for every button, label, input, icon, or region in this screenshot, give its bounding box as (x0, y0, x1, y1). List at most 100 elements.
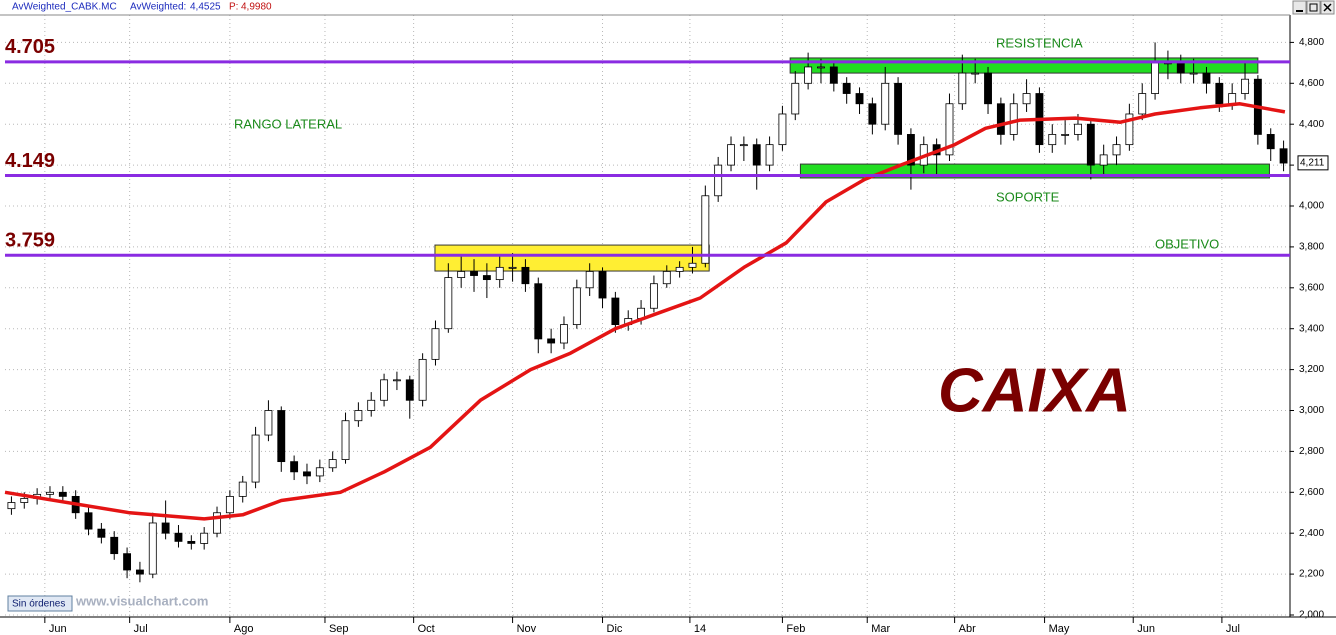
candle-body (444, 277, 453, 330)
candle-body (225, 495, 234, 514)
zone (434, 244, 710, 272)
candle-body (1202, 72, 1211, 84)
candle-body (7, 502, 16, 510)
close-icon (1323, 3, 1332, 12)
candle-body (752, 144, 761, 166)
candle-body (547, 338, 556, 344)
candle-body (1176, 62, 1185, 74)
candle-body (1228, 93, 1237, 105)
candle-body (470, 271, 478, 276)
candle-body (649, 283, 658, 309)
candle-body (264, 410, 273, 436)
indicator-value: 4,4525 (190, 2, 221, 13)
candle-body (560, 324, 568, 344)
x-tick-label: Mar (871, 623, 890, 635)
x-tick-label: Dic (607, 623, 623, 635)
candle-body (1099, 154, 1108, 166)
candle-body (495, 266, 504, 281)
candle-body (418, 358, 427, 401)
restore-icon (1309, 3, 1318, 12)
header-title: AvWeighted_CABK.MC (12, 2, 117, 13)
candle-body (1009, 103, 1018, 135)
level-label: 4.705 (5, 36, 55, 58)
candle-body (341, 420, 350, 460)
candle-body (984, 72, 992, 105)
candle-body (20, 498, 29, 503)
candle-body (572, 287, 581, 326)
x-tick-label: Jun (1137, 623, 1155, 635)
candle-body (392, 379, 401, 382)
candle-body (971, 72, 980, 75)
x-tick-label: Feb (786, 623, 805, 635)
candle-body (958, 72, 967, 105)
last-price-box (1297, 155, 1329, 171)
candle-body (328, 459, 337, 469)
p-value: 4,9980 (241, 2, 272, 13)
y-tick-label: 4,400 (1299, 119, 1324, 130)
y-tick-label: 2,600 (1299, 487, 1324, 498)
y-tick-label: 3,400 (1299, 323, 1324, 334)
p-label: P: (229, 2, 238, 13)
restore-button[interactable] (1306, 0, 1321, 15)
x-tick-label: Nov (517, 623, 537, 635)
candle-body (1061, 134, 1070, 136)
candle-body (739, 144, 748, 147)
candle-body (213, 512, 221, 534)
y-tick-label: 4,600 (1299, 78, 1324, 89)
annotation: SOPORTE (996, 189, 1060, 204)
candle-body (701, 195, 710, 264)
candle-body (906, 134, 915, 166)
last-price-label: 4,211 (1300, 157, 1325, 168)
y-tick-label: 2,800 (1299, 446, 1324, 457)
candle-body (380, 379, 389, 401)
candle-body (303, 471, 311, 477)
candle-body (1022, 93, 1031, 105)
window-controls (1292, 0, 1335, 15)
y-tick-label: 3,200 (1299, 364, 1324, 375)
candle-body (1151, 62, 1160, 94)
candle-body (161, 522, 170, 534)
candle-body (367, 399, 376, 411)
candle-body (123, 553, 132, 571)
candle-body (58, 491, 67, 497)
candle-body (598, 271, 607, 299)
candle-body (675, 266, 684, 272)
minimize-button[interactable] (1292, 0, 1307, 15)
candle-body (1048, 134, 1057, 146)
candle-body (135, 569, 144, 575)
candle-body (84, 512, 93, 530)
watermark-title: CAIXA (938, 356, 1131, 425)
candle-body (97, 528, 106, 538)
candle-body (521, 266, 530, 285)
candle-body (1189, 72, 1198, 75)
annotation: RANGO LATERAL (234, 116, 342, 131)
candle-body (315, 467, 324, 477)
candle-body (662, 271, 671, 285)
candle-body (482, 275, 491, 281)
candle-body (585, 271, 594, 289)
candle-body (251, 434, 260, 483)
candle-body (727, 144, 735, 166)
status: Sin órdenes (12, 599, 65, 610)
candle-body (508, 266, 517, 269)
candle-body (778, 113, 787, 146)
site-watermark: www.visualchart.com (75, 593, 208, 608)
candle-body (174, 532, 183, 542)
annotation: OBJETIVO (1155, 236, 1219, 251)
candle-body (238, 481, 247, 497)
candle-body (688, 262, 697, 268)
candle-body (534, 283, 543, 340)
candle-body (1112, 144, 1121, 156)
candle-body (894, 82, 903, 135)
y-tick-label: 3,600 (1299, 282, 1324, 293)
candle-body (842, 82, 851, 94)
status-box[interactable] (7, 595, 73, 612)
candle-body (1125, 113, 1134, 146)
candle-body (1215, 82, 1224, 105)
candle-body (290, 461, 299, 473)
x-tick-label: 14 (694, 623, 706, 635)
annotation: RESISTENCIA (996, 35, 1083, 50)
candle-body (868, 103, 877, 125)
y-tick-label: 4,000 (1299, 201, 1324, 212)
